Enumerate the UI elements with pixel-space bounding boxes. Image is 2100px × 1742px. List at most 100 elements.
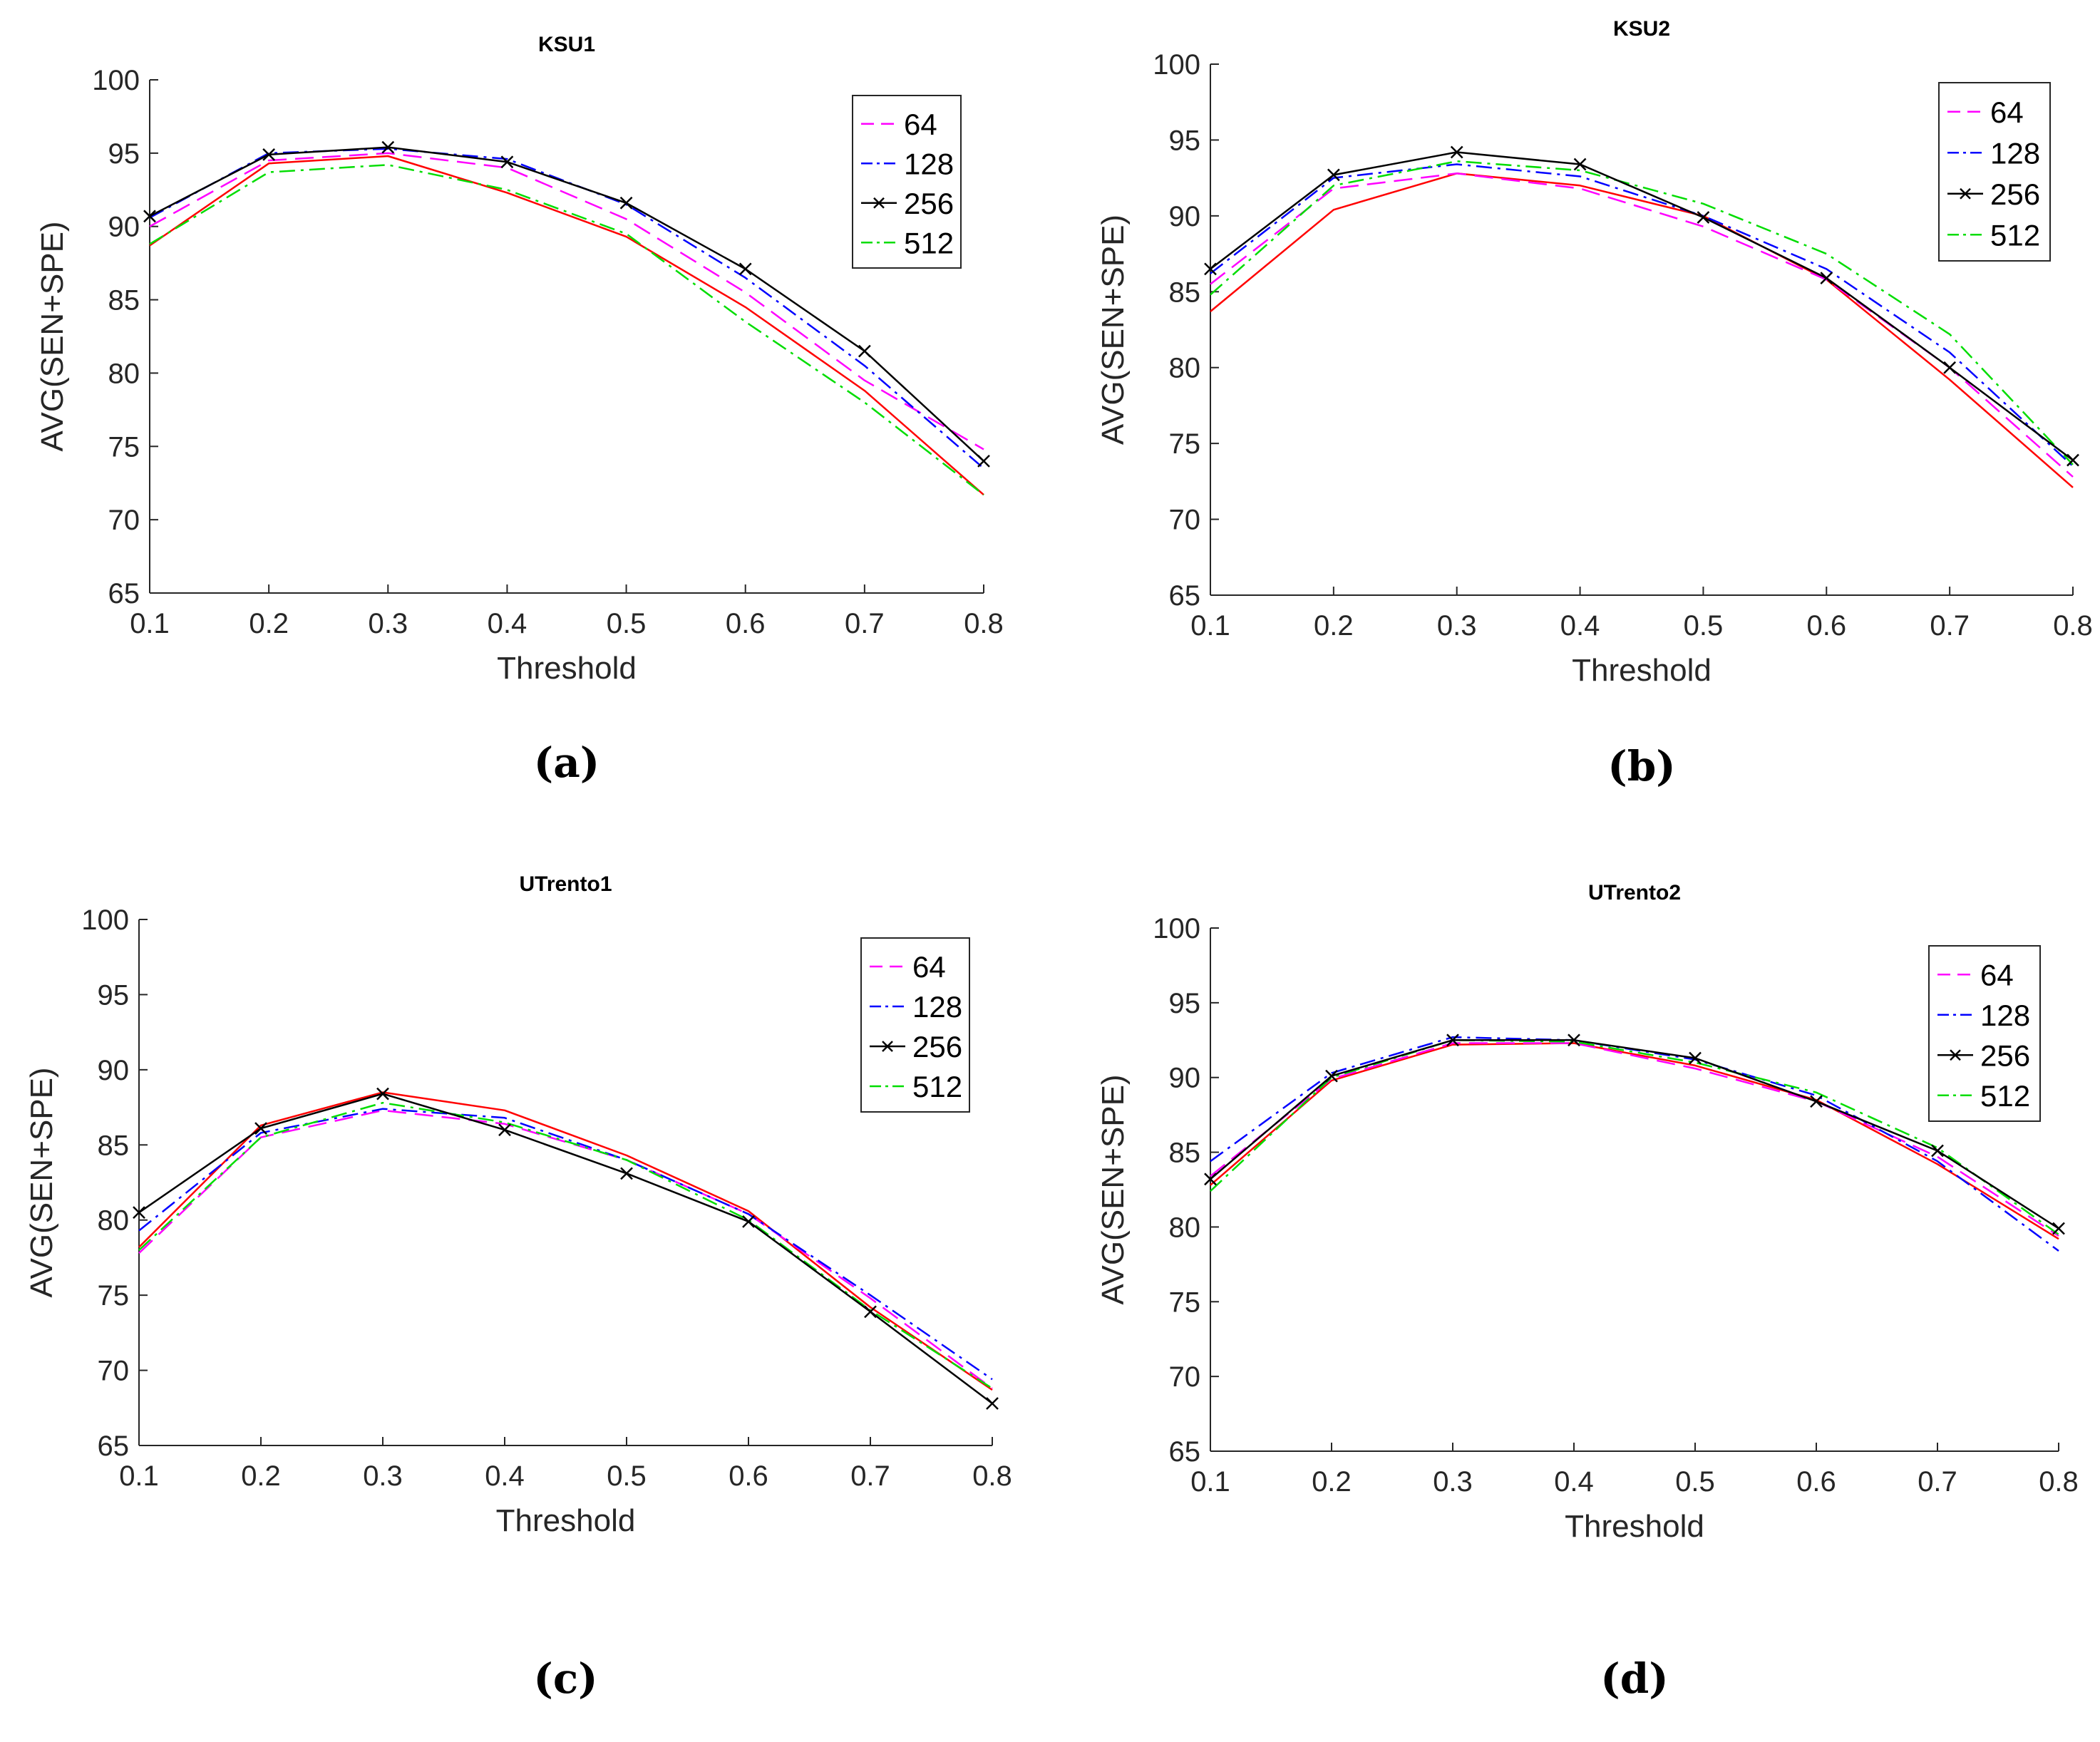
x-tick-label: 0.7 <box>1930 610 1970 641</box>
x-marker-stroke <box>381 140 395 154</box>
series-line-512 <box>1210 1039 2059 1235</box>
y-tick-label: 90 <box>98 1055 130 1086</box>
legend-label: 512 <box>904 226 954 259</box>
x-tick-label: 0.1 <box>1190 1466 1230 1498</box>
series-point-256 <box>864 1305 877 1319</box>
x-tick-label: 0.7 <box>850 1460 890 1492</box>
series-point-256 <box>376 1087 389 1101</box>
legend-label: 64 <box>1980 958 2014 991</box>
panel-caption: (c) <box>533 1654 597 1703</box>
y-tick-label: 85 <box>98 1130 130 1161</box>
x-tick-label: 0.8 <box>964 608 1004 639</box>
y-tick-label: 100 <box>81 904 129 936</box>
y-tick-label: 85 <box>108 285 140 316</box>
chart-title: UTrento1 <box>519 872 612 896</box>
x-tick-label: 0.3 <box>1437 610 1477 641</box>
y-tick-label: 85 <box>1169 1138 1201 1169</box>
series-line-256 <box>138 1093 993 1404</box>
y-tick-label: 95 <box>1169 125 1201 156</box>
x-axis-label: Threshold <box>497 651 637 686</box>
legend-label: 256 <box>1980 1038 2030 1072</box>
x-marker-stroke <box>2052 1222 2065 1235</box>
series-line-128 <box>1210 163 2074 468</box>
chart-title: UTrento2 <box>1588 881 1681 904</box>
y-axis-label: AVG(SEN+SPE) <box>1096 215 1131 445</box>
legend-marker-stroke <box>1950 1049 1961 1061</box>
legend-label: 256 <box>1990 177 2040 211</box>
series-point-256 <box>1450 145 1463 159</box>
x-marker-stroke <box>977 454 990 468</box>
series-point-256 <box>1931 1144 1944 1158</box>
x-tick-label: 0.7 <box>845 608 885 639</box>
x-marker-stroke <box>1450 145 1463 159</box>
x-marker-stroke <box>864 1305 877 1319</box>
series-line-unlabeled <box>149 155 984 496</box>
x-tick-label: 0.2 <box>241 1460 281 1492</box>
x-tick-label: 0.4 <box>1560 610 1600 641</box>
legend-label: 256 <box>904 187 954 220</box>
y-tick-label: 75 <box>1169 428 1201 460</box>
y-tick-label: 75 <box>1169 1287 1201 1318</box>
y-axis-label: AVG(SEN+SPE) <box>24 1067 59 1297</box>
series-line-unlabeled <box>1210 172 2074 488</box>
x-marker-stroke <box>738 262 752 276</box>
x-marker-stroke <box>133 1206 145 1220</box>
series-point-256 <box>2052 1222 2065 1235</box>
x-marker-stroke <box>1943 361 1957 374</box>
series-line-256 <box>1210 1039 2059 1230</box>
legend-marker-stroke <box>882 1041 893 1052</box>
y-tick-label: 65 <box>108 578 140 609</box>
x-marker-stroke <box>1689 1051 1702 1065</box>
series-point-256 <box>1325 1069 1338 1083</box>
legend-label: 128 <box>1990 136 2040 170</box>
y-tick-label: 70 <box>98 1356 130 1387</box>
x-tick-label: 0.8 <box>2039 1466 2079 1498</box>
series-point-256 <box>977 454 990 468</box>
y-tick-label: 90 <box>1169 1063 1201 1094</box>
x-tick-label: 0.5 <box>1684 610 1724 641</box>
x-marker-stroke <box>1327 168 1340 182</box>
x-tick-label: 0.6 <box>726 608 766 639</box>
legend: 64 128 256 512 <box>1938 82 2051 262</box>
x-tick-label: 0.6 <box>1806 610 1846 641</box>
series-line-256 <box>149 146 984 462</box>
x-marker-stroke <box>143 210 156 223</box>
x-tick-label: 0.3 <box>1433 1466 1473 1498</box>
y-tick-label: 80 <box>1169 1212 1201 1243</box>
x-tick-label: 0.1 <box>130 608 170 639</box>
series-point-256 <box>1204 262 1217 276</box>
y-tick-label: 75 <box>98 1280 130 1311</box>
x-tick-label: 0.7 <box>1918 1466 1957 1498</box>
panel-caption: (d) <box>1600 1654 1668 1703</box>
x-tick-label: 0.3 <box>363 1460 403 1492</box>
x-marker-stroke <box>619 196 633 210</box>
x-tick-label: 0.6 <box>729 1460 768 1492</box>
series-point-256 <box>2066 453 2079 467</box>
chart-panel-2: 65 70 75 80 85 90 95 100 0.1 0.2 0.3 0.4 0.5 0.6 0.7 0.… <box>1096 17 2093 790</box>
legend: 64 128 256 512 <box>852 95 962 269</box>
x-marker-stroke <box>1573 158 1587 171</box>
x-marker-stroke <box>1697 211 1710 224</box>
y-tick-label: 65 <box>1169 1436 1201 1468</box>
series-point-256 <box>1697 211 1710 224</box>
series-point-256 <box>1689 1051 1702 1065</box>
series-point-256 <box>1568 1034 1580 1047</box>
series-point-256 <box>858 344 871 358</box>
series-point-256 <box>143 210 156 223</box>
series-point-256 <box>1573 158 1587 171</box>
series-point-256 <box>133 1206 145 1220</box>
chart-title: KSU2 <box>1613 17 1670 41</box>
series-point-256 <box>1204 1172 1217 1186</box>
x-tick-label: 0.8 <box>2053 610 2093 641</box>
y-tick-label: 85 <box>1169 277 1201 308</box>
series-point-256 <box>1810 1095 1823 1108</box>
y-tick-label: 90 <box>108 212 140 243</box>
x-marker-stroke <box>742 1215 755 1228</box>
legend-label: 128 <box>1980 999 2030 1032</box>
panel-caption: (a) <box>534 738 599 787</box>
series-line-unlabeled <box>138 1091 993 1391</box>
series-point-256 <box>254 1122 267 1135</box>
legend-label: 512 <box>912 1070 962 1103</box>
y-tick-label: 90 <box>1169 201 1201 232</box>
